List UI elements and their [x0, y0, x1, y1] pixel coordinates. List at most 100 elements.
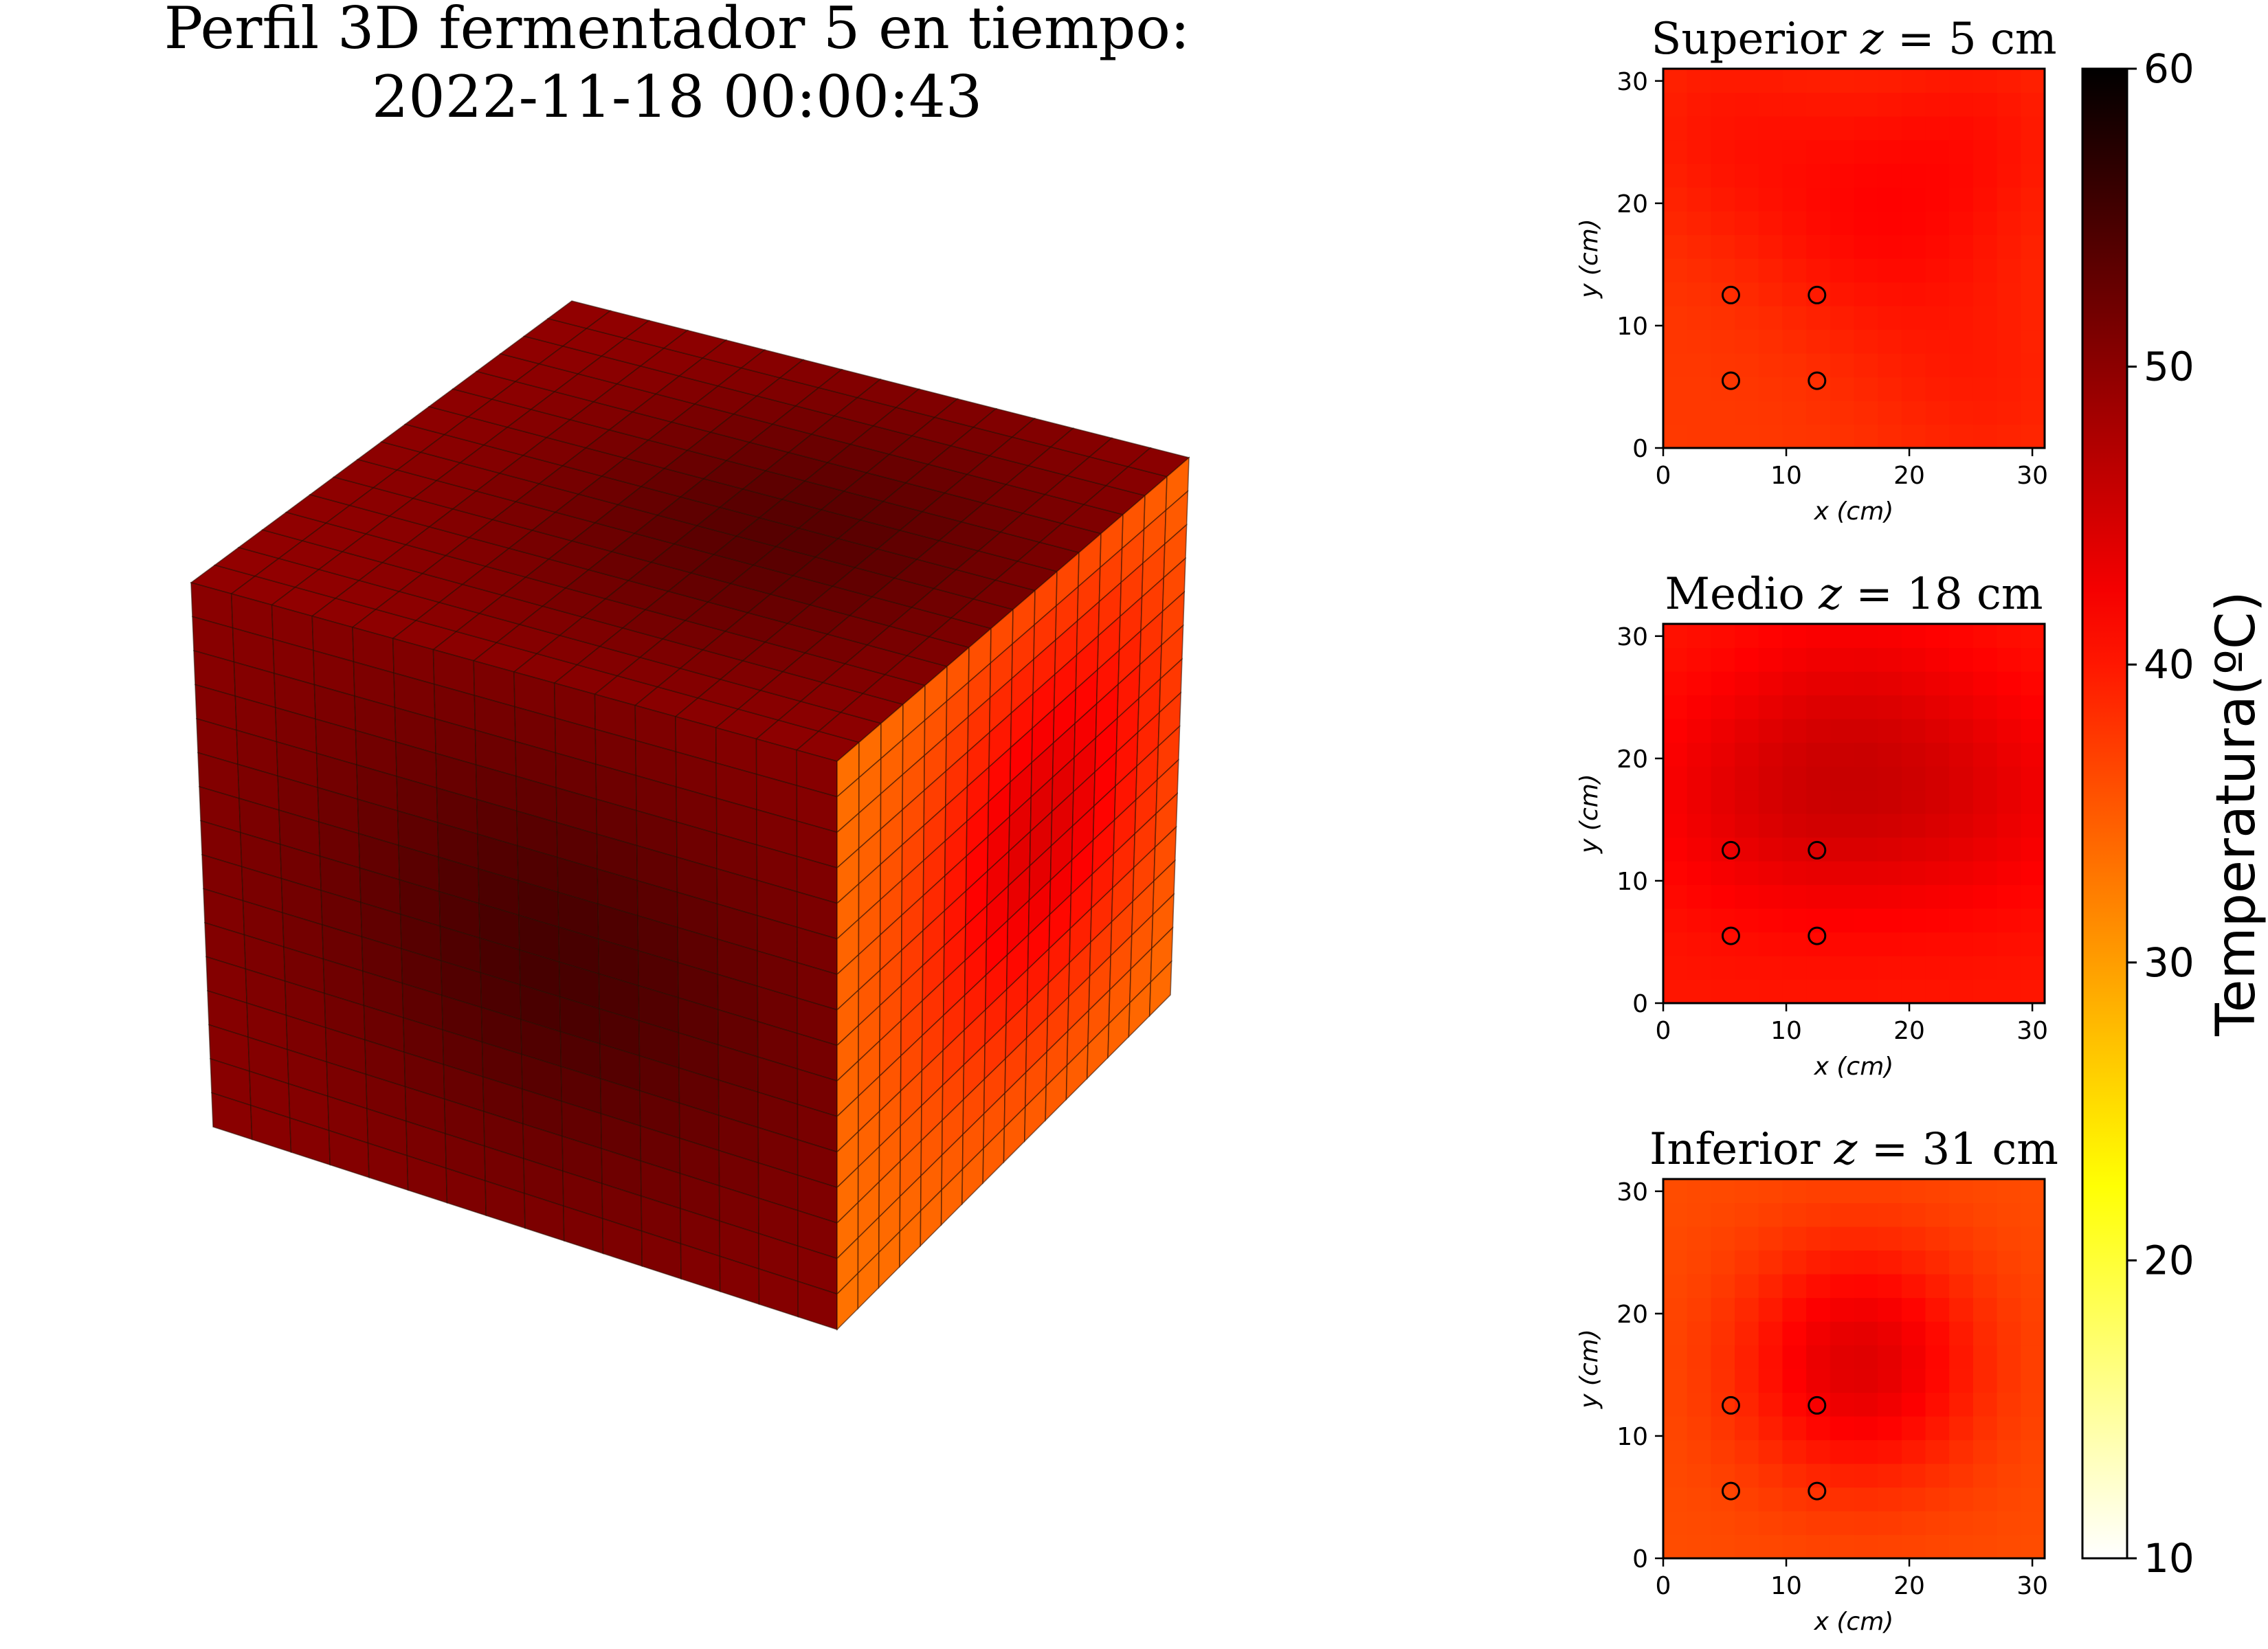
heatmap-cell — [1925, 234, 1950, 259]
heatmap-cell — [1711, 814, 1735, 838]
heatmap-cell — [1972, 1534, 1998, 1559]
heatmap-cell — [2021, 1179, 2045, 1204]
heatmap-cell — [1997, 1534, 2021, 1559]
heatmap-cell — [2021, 139, 2045, 164]
heatmap-cell — [1997, 1345, 2021, 1369]
heatmap-cell — [1782, 116, 1807, 141]
heatmap-cell — [1854, 211, 1878, 236]
heatmap-cell — [1925, 306, 1950, 330]
heatmap-cell — [1830, 1202, 1855, 1227]
heatmap-cell — [1758, 719, 1783, 743]
heatmap-cell — [1782, 211, 1807, 236]
heatmap-cell — [1878, 861, 1902, 886]
heatmap-cell — [1687, 861, 1711, 886]
heatmap-cell — [1830, 766, 1855, 791]
heatmap-cell — [1687, 306, 1711, 330]
heatmap-cell — [1878, 1179, 1902, 1204]
heatmap-cell — [1782, 695, 1807, 719]
heatmap-cell — [1735, 1439, 1759, 1464]
panel-title-value: = 5 cm — [1884, 14, 2057, 65]
heatmap-cell — [1972, 1321, 1998, 1346]
heatmap-cell — [1997, 1511, 2021, 1536]
heatmap-cell — [1925, 1392, 1950, 1417]
heatmap-cell — [1687, 1416, 1711, 1441]
heatmap-cell — [1878, 742, 1902, 767]
heatmap-cell — [1806, 116, 1831, 141]
heatmap-cell — [1949, 1511, 1974, 1536]
heatmap-cell — [1758, 1321, 1783, 1346]
heatmap-cell — [1806, 814, 1831, 838]
heatmap-cell — [1735, 1511, 1759, 1536]
heatmap-cell — [1782, 69, 1807, 93]
heatmap-cell — [1972, 353, 1998, 378]
heatmap-cell — [1711, 1345, 1735, 1369]
figure-title-line2: 2022-11-18 00:00:43 — [372, 63, 982, 131]
heatmap-cell — [1735, 116, 1759, 141]
heatmap-cell — [1854, 1250, 1878, 1275]
heatmap-cell — [1878, 1487, 1902, 1512]
heatmap-cell — [1758, 1392, 1783, 1417]
heatmap-cell — [1782, 1345, 1807, 1369]
heatmap-cell — [1687, 647, 1711, 672]
heatmap-cell — [1782, 1274, 1807, 1299]
heatmap-cell — [1901, 1463, 1926, 1488]
heatmap-cell — [1878, 69, 1902, 93]
heatmap-cell — [2021, 401, 2045, 425]
heatmap-cell — [1758, 329, 1783, 354]
heatmap-cell — [1854, 1297, 1878, 1322]
heatmap-cell — [1878, 1369, 1902, 1393]
heatmap-cell — [1949, 1416, 1974, 1441]
heatmap-cell — [1758, 1274, 1783, 1299]
heatmap-cell — [1972, 1274, 1998, 1299]
heatmap-cell — [1901, 92, 1926, 117]
heatmap-cell — [1972, 282, 1998, 306]
heatmap-cell — [1925, 1226, 1950, 1251]
heatmap-cell — [1663, 92, 1688, 117]
heatmap-cell — [1711, 884, 1735, 909]
heatmap-cell — [1735, 719, 1759, 743]
heatmap-cell — [1878, 884, 1902, 909]
heatmap-cell — [1782, 1487, 1807, 1512]
heatmap-cell — [1925, 1321, 1950, 1346]
heatmap-cell — [1735, 306, 1759, 330]
heatmap-cell — [1758, 932, 1783, 956]
heatmap-cell — [1949, 187, 1974, 212]
heatmap-cell — [1711, 187, 1735, 212]
heatmap-cell — [1997, 979, 2021, 1004]
y-tick-label: 30 — [1616, 1178, 1648, 1207]
heatmap-cell — [1782, 1179, 1807, 1204]
heatmap-cell — [1687, 789, 1711, 814]
heatmap-cell — [1949, 1487, 1974, 1512]
heatmap-cell — [1806, 908, 1831, 933]
heatmap-cell — [1997, 1226, 2021, 1251]
heatmap-cell — [1949, 789, 1974, 814]
heatmap-cell — [1711, 695, 1735, 719]
heatmap-cell — [1901, 424, 1926, 449]
panel-title: Inferior z = 31 cm — [1649, 1124, 2058, 1175]
sensor-marker — [1721, 840, 1740, 860]
heatmap-cell — [1735, 908, 1759, 933]
heatmap-cell — [1997, 1202, 2021, 1227]
heatmap-cell — [1878, 1226, 1902, 1251]
heatmap-cell — [1972, 695, 1998, 719]
heatmap-cell — [2021, 258, 2045, 283]
heatmap-cell — [1687, 932, 1711, 956]
heatmap-cell — [1735, 1274, 1759, 1299]
heatmap-cell — [1758, 695, 1783, 719]
heatmap-cell — [1758, 956, 1783, 980]
heatmap-cell — [1758, 1534, 1783, 1559]
heatmap-cell — [1972, 1226, 1998, 1251]
heatmap-cell — [1711, 766, 1735, 791]
heatmap-cell — [1663, 884, 1688, 909]
heatmap-cell — [1854, 401, 1878, 425]
heatmap-cell — [1711, 1511, 1735, 1536]
heatmap-cell — [1997, 884, 2021, 909]
heatmap-cell — [1901, 1345, 1926, 1369]
heatmap-cell — [2021, 837, 2045, 862]
y-tick-label: 0 — [1632, 990, 1648, 1018]
heatmap-cell — [2021, 1463, 2045, 1488]
heatmap-cell — [1663, 282, 1688, 306]
heatmap-cell — [1782, 282, 1807, 306]
heatmap-cell — [1687, 116, 1711, 141]
